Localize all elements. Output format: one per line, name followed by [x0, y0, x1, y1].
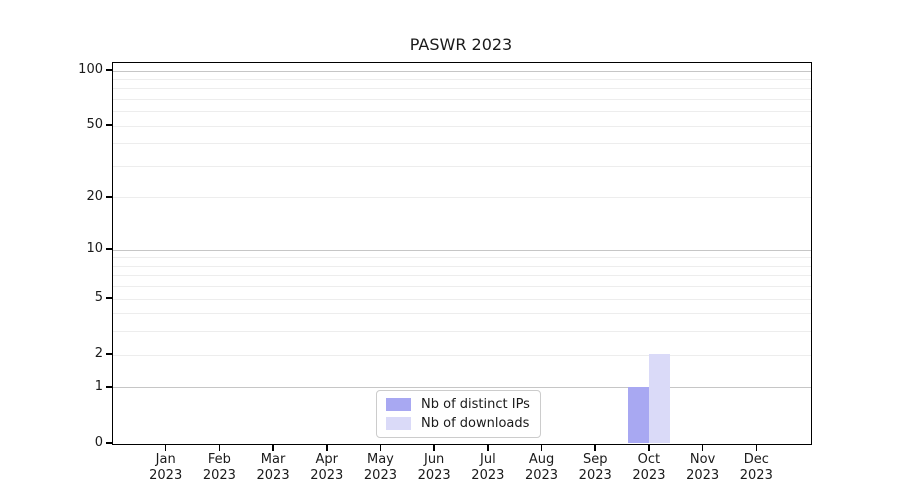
gridline-minor [113, 354, 811, 356]
x-tick-month: May [367, 452, 394, 467]
x-axis-tick-label: Oct 2023 [619, 452, 679, 484]
x-tick-month: Aug [528, 452, 555, 467]
x-tick-year: 2023 [363, 468, 397, 483]
x-axis-tick-label: Nov 2023 [673, 452, 733, 484]
x-tick-year: 2023 [471, 468, 505, 483]
gridline-minor [113, 286, 811, 288]
gridline-minor [113, 165, 811, 167]
gridline-minor [113, 143, 811, 145]
gridline-major [113, 387, 811, 389]
y-axis-tick [106, 69, 112, 71]
gridline-major [113, 70, 811, 72]
x-axis-tick [648, 445, 650, 451]
gridline-minor [113, 125, 811, 127]
y-axis-tick [106, 248, 112, 250]
legend-item-distinct-ips: Nb of distinct IPs [386, 397, 530, 412]
y-axis-tick [106, 297, 112, 299]
x-tick-year: 2023 [149, 468, 183, 483]
bar-downloads [648, 354, 670, 443]
y-axis-tick-label: 1 [94, 378, 103, 394]
legend-swatch-distinct-ips [386, 398, 411, 411]
x-tick-month: Oct [637, 452, 661, 467]
gridline-minor [113, 88, 811, 90]
x-axis-tick [433, 445, 435, 451]
gridline-minor [113, 78, 811, 80]
x-axis-tick-label: Mar 2023 [243, 452, 303, 484]
y-axis-tick [106, 386, 112, 388]
y-axis-tick-label: 20 [86, 188, 103, 204]
x-axis-tick-label: Dec 2023 [726, 452, 786, 484]
y-axis-tick [106, 196, 112, 198]
x-axis-tick [272, 445, 274, 451]
gridline-minor [113, 111, 811, 113]
x-tick-month: Feb [207, 452, 231, 467]
y-axis-tick-label: 2 [94, 346, 103, 362]
x-axis-tick [164, 445, 167, 451]
gridline-minor [113, 257, 811, 259]
gridline-major [113, 249, 811, 251]
y-axis-tick-label: 10 [86, 241, 103, 257]
x-tick-year: 2023 [202, 468, 236, 483]
x-axis-tick [379, 445, 382, 451]
gridline-minor [113, 298, 811, 300]
chart-title: PASWR 2023 [409, 35, 513, 54]
y-axis-tick-label: 0 [94, 435, 103, 450]
gridline-minor [113, 98, 811, 100]
gridline-minor [113, 197, 811, 199]
x-tick-month: Dec [743, 452, 769, 467]
x-axis-tick [487, 445, 489, 451]
x-tick-year: 2023 [578, 468, 612, 483]
x-tick-month: Nov [689, 452, 716, 467]
x-axis-tick-label: Sep 2023 [565, 452, 625, 484]
x-axis-tick-label: Jan 2023 [136, 452, 196, 484]
x-tick-month: Jul [480, 452, 496, 467]
x-tick-month: Mar [260, 452, 286, 467]
x-tick-year: 2023 [632, 468, 666, 483]
x-tick-year: 2023 [524, 468, 559, 483]
x-axis-tick [755, 445, 758, 451]
x-tick-year: 2023 [686, 468, 720, 483]
x-tick-month: Jan [155, 452, 176, 467]
x-axis-tick-label: Jun 2023 [404, 452, 464, 484]
x-tick-year: 2023 [739, 468, 773, 483]
gridline-minor [113, 313, 811, 315]
x-axis-tick-label: Jul 2023 [458, 452, 518, 484]
x-tick-month: Apr [315, 452, 339, 467]
y-axis-tick [106, 353, 112, 355]
x-tick-month: Jun [423, 452, 445, 467]
x-tick-year: 2023 [310, 468, 344, 483]
x-tick-year: 2023 [417, 468, 451, 483]
legend-item-downloads: Nb of downloads [386, 416, 530, 431]
y-axis-tick-label: 100 [78, 62, 103, 77]
gridline-minor [113, 331, 811, 333]
gridline-minor [113, 265, 811, 267]
x-axis-tick [325, 445, 328, 451]
x-axis-tick [701, 445, 704, 451]
x-tick-month: Sep [582, 452, 608, 467]
x-axis-tick [540, 445, 543, 451]
x-axis-tick-label: Aug 2023 [512, 452, 572, 484]
x-axis-tick-label: Apr 2023 [297, 452, 357, 484]
y-axis-tick [106, 124, 112, 127]
legend: Nb of distinct IPs Nb of downloads [376, 390, 541, 438]
y-axis-tick [106, 442, 112, 444]
x-axis-tick-label: May 2023 [350, 452, 410, 484]
bar-distinct-ips [627, 386, 649, 443]
legend-label-distinct-ips: Nb of distinct IPs [421, 397, 530, 412]
gridline-minor [113, 275, 811, 277]
x-axis-tick [218, 445, 221, 451]
x-tick-year: 2023 [256, 468, 290, 483]
x-axis-tick [594, 445, 597, 451]
legend-swatch-downloads [386, 417, 411, 430]
y-axis-tick-label: 50 [86, 117, 103, 133]
y-axis-tick-label: 5 [94, 290, 103, 306]
x-axis-tick-label: Feb 2023 [189, 452, 249, 484]
legend-label-downloads: Nb of downloads [421, 416, 530, 431]
plot-area [112, 62, 812, 445]
